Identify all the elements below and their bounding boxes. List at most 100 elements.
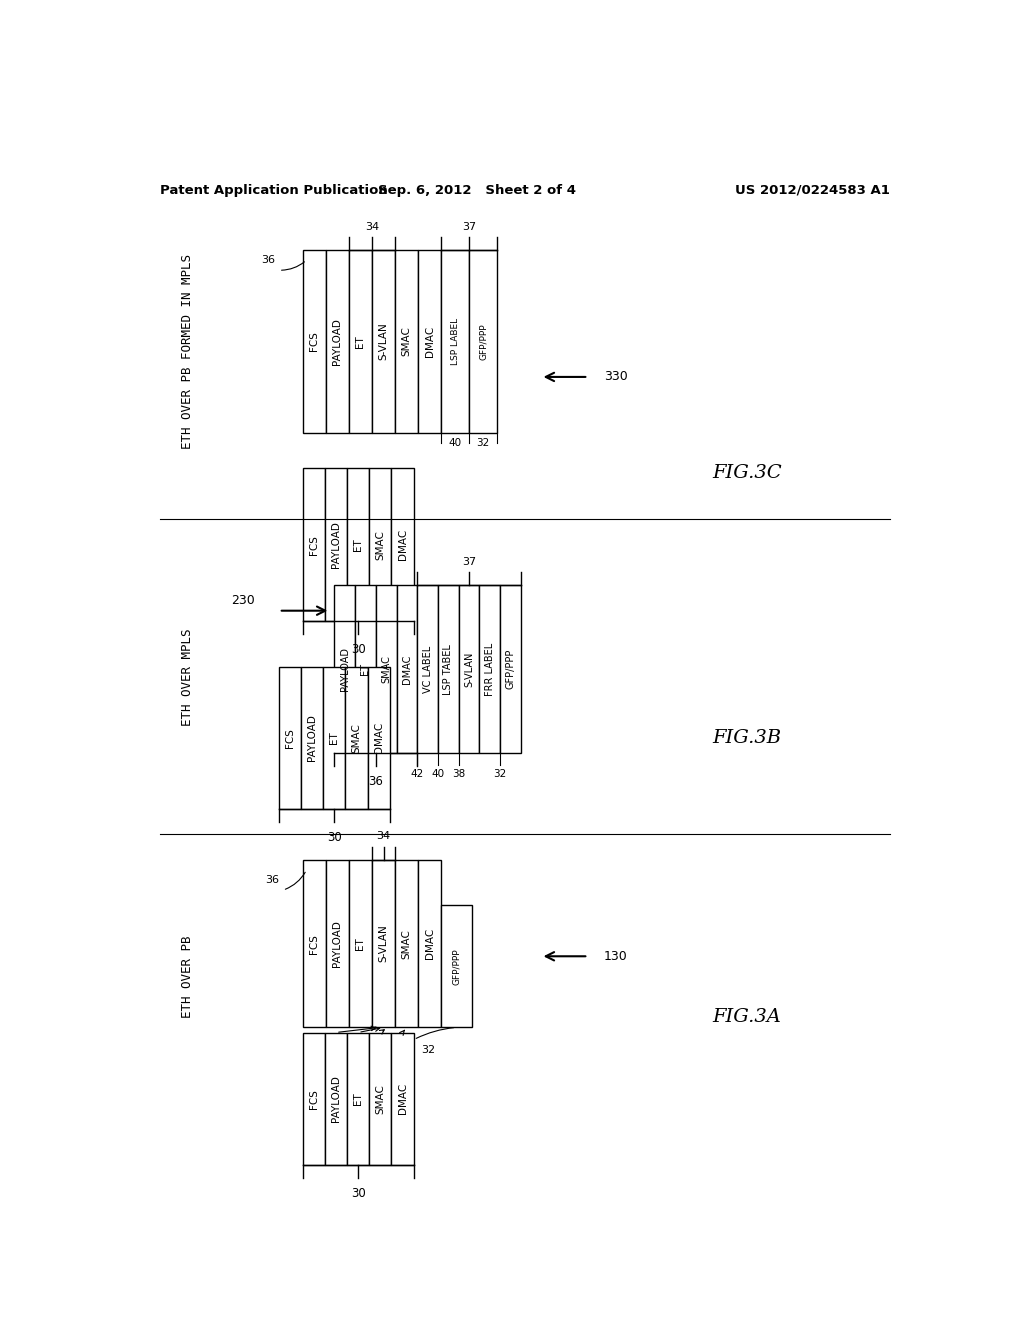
Bar — [303, 1032, 325, 1164]
Text: ET: ET — [360, 663, 371, 675]
Bar — [469, 249, 497, 433]
Text: PAYLOAD: PAYLOAD — [331, 521, 341, 568]
Bar — [368, 667, 390, 809]
Text: PAYLOAD: PAYLOAD — [333, 920, 342, 968]
Text: 330: 330 — [604, 371, 628, 383]
Bar — [372, 249, 395, 433]
Text: 34: 34 — [365, 222, 379, 231]
Bar — [438, 585, 459, 752]
Text: ET: ET — [353, 539, 364, 550]
Bar — [349, 859, 372, 1027]
Text: SMAC: SMAC — [381, 655, 391, 682]
Text: 37: 37 — [462, 557, 476, 568]
Bar — [459, 585, 479, 752]
Text: 32: 32 — [422, 1044, 436, 1055]
Bar — [326, 859, 349, 1027]
Bar — [395, 859, 419, 1027]
Text: VC LABEL: VC LABEL — [423, 645, 432, 693]
Bar — [303, 249, 326, 433]
Text: ET: ET — [355, 937, 366, 950]
Text: 40: 40 — [449, 438, 462, 447]
Text: GFP/PPP: GFP/PPP — [506, 649, 515, 689]
Text: 130: 130 — [604, 950, 628, 962]
Text: 32: 32 — [494, 770, 507, 779]
Bar — [334, 585, 355, 752]
Text: 30: 30 — [351, 643, 366, 656]
Text: US 2012/0224583 A1: US 2012/0224583 A1 — [735, 183, 890, 197]
Text: 42: 42 — [411, 770, 424, 779]
Text: 38: 38 — [452, 770, 465, 779]
Bar — [417, 585, 438, 752]
Text: FCS: FCS — [285, 727, 295, 747]
Bar — [345, 667, 368, 809]
Bar — [303, 859, 326, 1027]
Text: S-VLAN: S-VLAN — [464, 652, 474, 686]
Text: ET: ET — [353, 1092, 364, 1105]
Bar — [370, 469, 391, 620]
Text: LSP LABEL: LSP LABEL — [451, 318, 460, 364]
Text: GFP/PPP: GFP/PPP — [452, 948, 461, 985]
Text: FIG.3A: FIG.3A — [713, 1008, 781, 1026]
Bar — [372, 859, 395, 1027]
Text: PAYLOAD: PAYLOAD — [331, 1074, 341, 1122]
Bar — [279, 667, 301, 809]
Text: ETH OVER PB: ETH OVER PB — [181, 936, 194, 1018]
Text: Patent Application Publication: Patent Application Publication — [160, 183, 387, 197]
Text: 36: 36 — [265, 875, 279, 886]
Text: DMAC: DMAC — [374, 722, 384, 754]
Text: 36: 36 — [261, 255, 274, 265]
Bar — [419, 249, 441, 433]
Bar — [326, 249, 349, 433]
Text: DMAC: DMAC — [401, 655, 412, 684]
Bar — [391, 469, 414, 620]
Text: SMAC: SMAC — [401, 929, 412, 958]
Text: ETH OVER MPLS: ETH OVER MPLS — [181, 628, 194, 726]
Text: PAYLOAD: PAYLOAD — [340, 647, 350, 692]
Text: FCS: FCS — [308, 535, 318, 554]
Bar — [396, 585, 417, 752]
Text: DMAC: DMAC — [397, 1082, 408, 1114]
Text: FIG.3C: FIG.3C — [713, 465, 781, 483]
Text: Sep. 6, 2012   Sheet 2 of 4: Sep. 6, 2012 Sheet 2 of 4 — [378, 183, 577, 197]
Bar — [301, 667, 324, 809]
Text: FCS: FCS — [309, 933, 319, 953]
Text: FCS: FCS — [309, 331, 319, 351]
Text: GFP/PPP: GFP/PPP — [478, 323, 487, 359]
Text: DMAC: DMAC — [397, 529, 408, 560]
Text: 40: 40 — [431, 770, 444, 779]
Text: 230: 230 — [231, 594, 255, 607]
Text: FRR LABEL: FRR LABEL — [484, 643, 495, 696]
Text: 36: 36 — [369, 775, 383, 788]
Bar — [355, 585, 376, 752]
Bar — [303, 469, 325, 620]
Text: SMAC: SMAC — [376, 1084, 385, 1114]
Bar — [395, 249, 419, 433]
Text: FCS: FCS — [308, 1089, 318, 1109]
Text: 30: 30 — [351, 1187, 366, 1200]
Bar — [391, 1032, 414, 1164]
Bar — [419, 859, 441, 1027]
Text: 30: 30 — [327, 832, 342, 845]
Bar — [349, 249, 372, 433]
Bar — [500, 585, 521, 752]
Bar — [441, 906, 472, 1027]
Bar — [376, 585, 396, 752]
Bar — [370, 1032, 391, 1164]
Text: PAYLOAD: PAYLOAD — [333, 318, 342, 364]
Text: S-VLAN: S-VLAN — [379, 322, 388, 360]
Bar — [325, 469, 347, 620]
Bar — [347, 469, 370, 620]
Text: SMAC: SMAC — [376, 529, 385, 560]
Text: SMAC: SMAC — [351, 723, 361, 752]
Text: 32: 32 — [476, 438, 489, 447]
Bar — [324, 667, 345, 809]
Bar — [325, 1032, 347, 1164]
Text: SMAC: SMAC — [401, 326, 412, 356]
Text: ETH OVER PB FORMED IN MPLS: ETH OVER PB FORMED IN MPLS — [181, 253, 194, 449]
Text: FIG.3B: FIG.3B — [713, 729, 781, 747]
Text: DMAC: DMAC — [425, 326, 435, 356]
Text: 37: 37 — [462, 222, 476, 231]
Text: LSP TABEL: LSP TABEL — [443, 644, 454, 694]
Bar — [347, 1032, 370, 1164]
Text: DMAC: DMAC — [425, 928, 435, 960]
